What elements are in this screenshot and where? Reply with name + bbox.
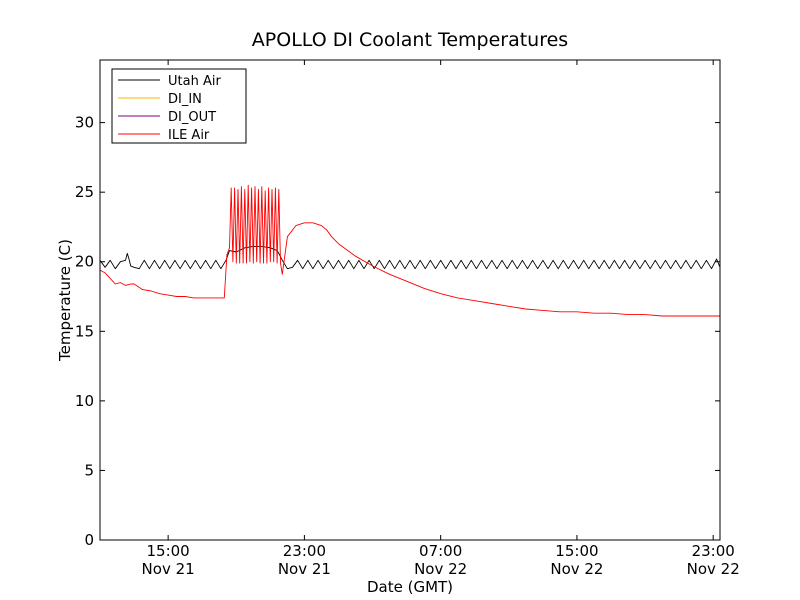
y-axis-label: Temperature (C) xyxy=(56,239,74,362)
y-tick-label: 20 xyxy=(75,253,94,271)
y-tick-label: 0 xyxy=(84,531,94,549)
x-tick-date-label: Nov 22 xyxy=(414,560,467,578)
x-tick-date-label: Nov 22 xyxy=(687,560,740,578)
x-tick-time-label: 15:00 xyxy=(147,542,190,560)
legend: Utah Air DI_IN DI_OUT ILE Air xyxy=(111,68,247,144)
x-axis-label: Date (GMT) xyxy=(367,578,453,596)
legend-label-di-in: DI_IN xyxy=(168,92,202,107)
legend-label-di-out: DI_OUT xyxy=(168,110,216,125)
x-tick-date-label: Nov 21 xyxy=(142,560,195,578)
legend-label-ile-air: ILE Air xyxy=(168,128,210,143)
x-tick-time-label: 23:00 xyxy=(692,542,735,560)
series-line-utah-air xyxy=(99,245,721,270)
y-tick-label: 15 xyxy=(75,322,94,340)
plot-series xyxy=(99,184,721,317)
plot-frame xyxy=(99,59,721,541)
y-tick-label: 25 xyxy=(75,183,94,201)
y-tick-label: 5 xyxy=(84,461,94,479)
x-tick-time-label: 07:00 xyxy=(419,542,462,560)
x-tick-date-label: Nov 21 xyxy=(278,560,331,578)
x-tick-time-label: 23:00 xyxy=(283,542,326,560)
y-tick-label: 10 xyxy=(75,392,94,410)
x-tick-date-label: Nov 22 xyxy=(550,560,603,578)
y-tick-label: 30 xyxy=(75,114,94,132)
legend-box xyxy=(111,68,247,144)
series-line-ile-air xyxy=(99,184,720,317)
x-tick-time-label: 15:00 xyxy=(555,542,598,560)
y-axis: 0 5 10 15 20 25 30 xyxy=(75,114,720,549)
legend-label-utah-air: Utah Air xyxy=(168,74,221,89)
chart-title: APOLLO DI Coolant Temperatures xyxy=(252,29,568,51)
